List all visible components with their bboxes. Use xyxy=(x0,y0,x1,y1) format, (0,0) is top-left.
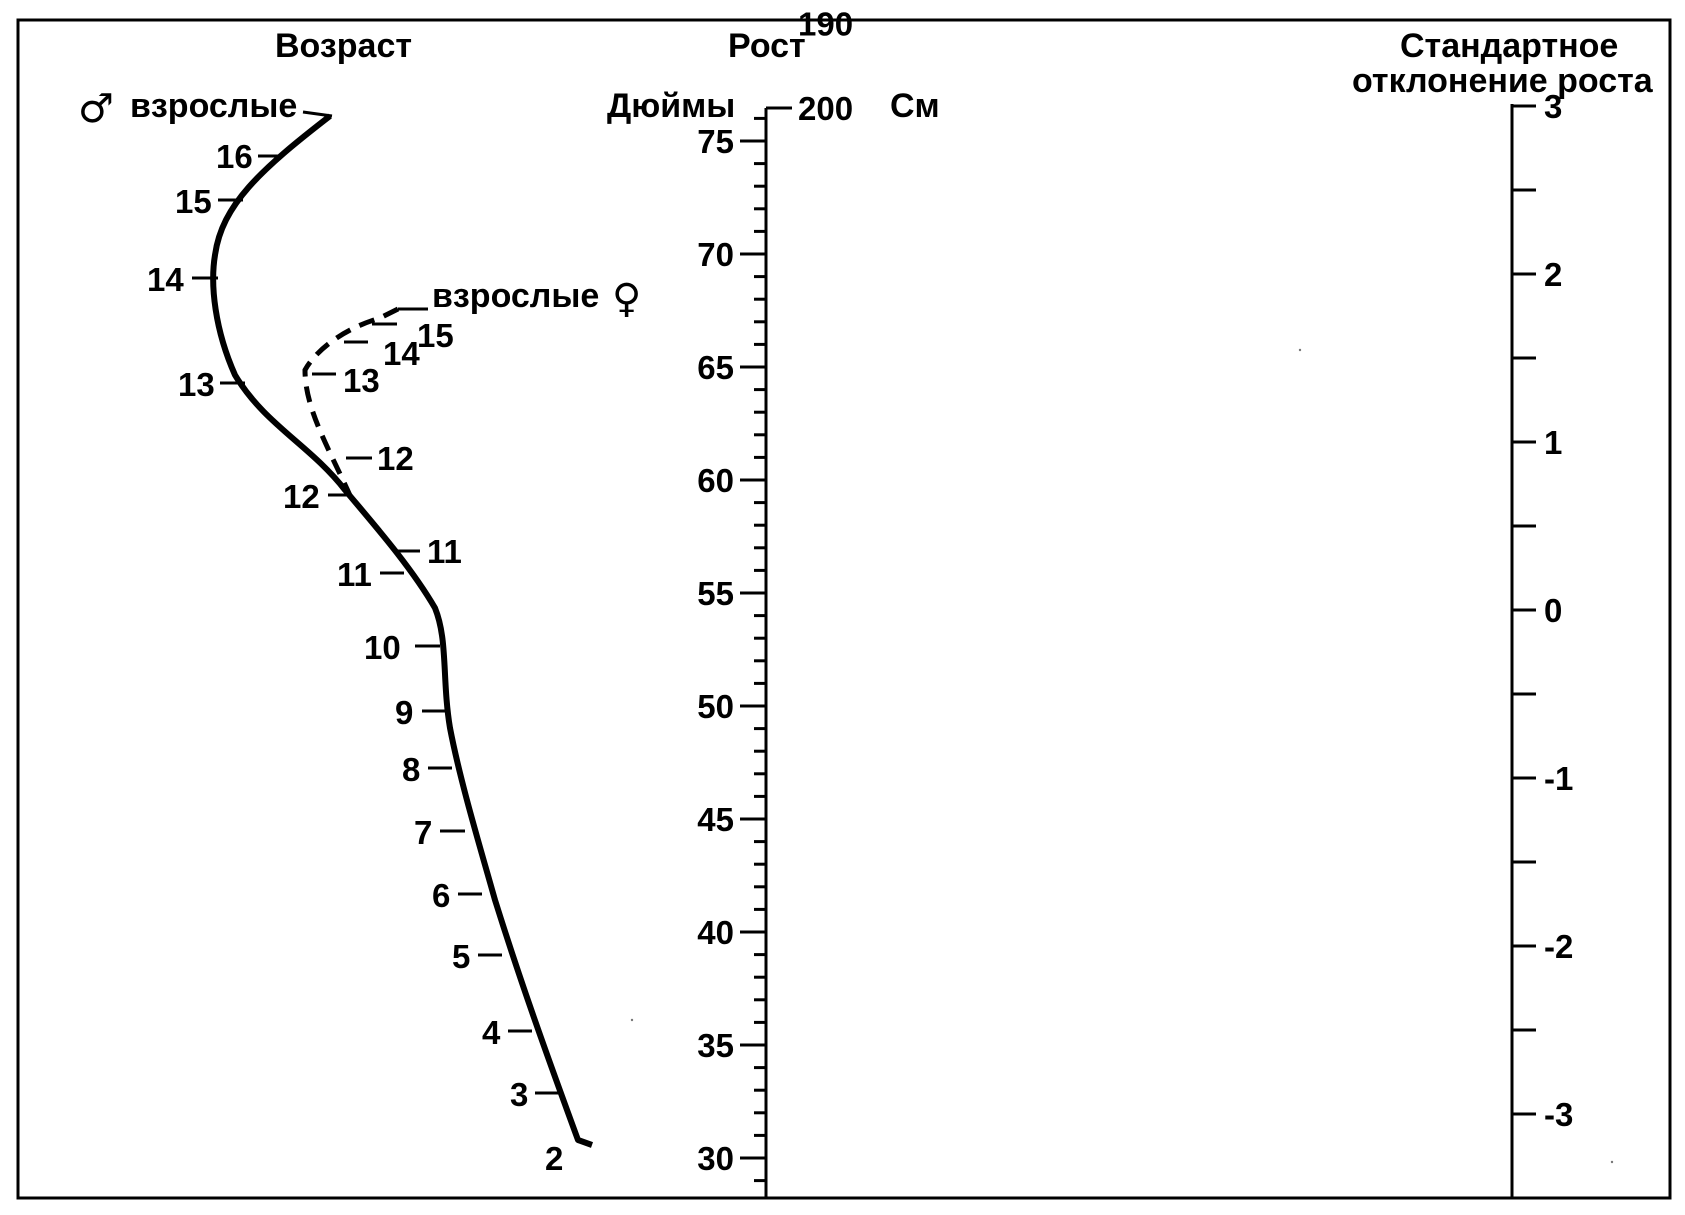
female-symbol: ♀ xyxy=(612,276,641,322)
speck-dot xyxy=(630,1018,634,1022)
inch-label: 65 xyxy=(697,349,734,386)
sd-label: -2 xyxy=(1544,928,1573,965)
male-age-11: 11 xyxy=(337,556,372,593)
male-age-ticks xyxy=(192,154,559,1095)
inch-label: 50 xyxy=(697,688,734,725)
female-adult-label: взрослые xyxy=(432,277,599,315)
male-age-16: 16 xyxy=(216,138,253,175)
cm-label: 200 xyxy=(798,90,853,127)
male-age-6: 6 xyxy=(432,877,450,914)
female-growth-curve xyxy=(302,306,400,502)
sd-label: -1 xyxy=(1544,760,1573,797)
female-age-ticks xyxy=(312,322,420,553)
sd-scale xyxy=(1510,104,1536,1200)
male-age-labels: 16 15 14 13 12 11 10 9 8 7 6 5 4 3 2 xyxy=(147,138,563,1177)
inch-label: 40 xyxy=(697,914,734,951)
male-growth-curve xyxy=(210,113,594,1148)
male-adult-label: взрослые xyxy=(130,87,297,125)
inch-label: 35 xyxy=(697,1027,734,1064)
female-age-12: 12 xyxy=(377,440,414,477)
inch-label: 70 xyxy=(697,236,734,273)
inch-label: 45 xyxy=(697,801,734,838)
inch-label: 60 xyxy=(697,462,734,499)
sd-label: 0 xyxy=(1544,592,1562,629)
female-age-11: 11 xyxy=(427,533,462,570)
inches-header: Дюймы xyxy=(607,87,735,125)
speck-dot xyxy=(1298,348,1302,352)
male-symbol: ♂ xyxy=(78,86,114,132)
cm-label: 190 xyxy=(798,5,853,42)
male-age-13: 13 xyxy=(178,366,215,403)
male-age-12: 12 xyxy=(283,478,320,515)
male-age-3: 3 xyxy=(510,1076,528,1113)
female-age-14: 14 xyxy=(383,335,420,372)
height-header: Рост xyxy=(728,27,806,65)
sd-label: 1 xyxy=(1544,424,1562,461)
male-adult-connector xyxy=(302,110,333,118)
female-age-15: 15 xyxy=(417,317,454,354)
cm-scale-labels: 2001901801701601501401301201101009080 xyxy=(798,5,853,127)
inch-label: 30 xyxy=(697,1140,734,1177)
male-age-10: 10 xyxy=(364,629,401,666)
sd-label: -3 xyxy=(1544,1096,1573,1133)
male-age-15: 15 xyxy=(175,183,212,220)
speck-dot xyxy=(1610,1160,1614,1164)
sd-scale-labels: 3 2 1 0 -1 -2 -3 xyxy=(1544,88,1573,1133)
cm-header: См xyxy=(890,87,940,125)
chart-frame xyxy=(16,18,1672,1200)
sd-label: 2 xyxy=(1544,256,1562,293)
male-age-4: 4 xyxy=(482,1014,501,1051)
male-age-5: 5 xyxy=(452,938,470,975)
inch-label: 55 xyxy=(697,575,734,612)
sd-label: 3 xyxy=(1544,88,1562,125)
height-scale xyxy=(740,106,792,1198)
inch-label: 75 xyxy=(697,123,734,160)
sd-header-line1: Стандартное xyxy=(1400,27,1618,65)
male-age-14: 14 xyxy=(147,261,184,298)
male-age-7: 7 xyxy=(414,814,432,851)
female-age-labels: 15 14 13 12 11 xyxy=(343,317,462,570)
male-age-9: 9 xyxy=(395,694,413,731)
female-age-13: 13 xyxy=(343,362,380,399)
male-age-2: 2 xyxy=(545,1140,563,1177)
sd-header-line2: отклонение роста xyxy=(1352,62,1654,100)
male-age-8: 8 xyxy=(402,751,420,788)
inch-scale-labels: 75 70 65 60 55 50 45 40 35 30 xyxy=(697,123,734,1177)
age-header: Возраст xyxy=(275,27,412,65)
